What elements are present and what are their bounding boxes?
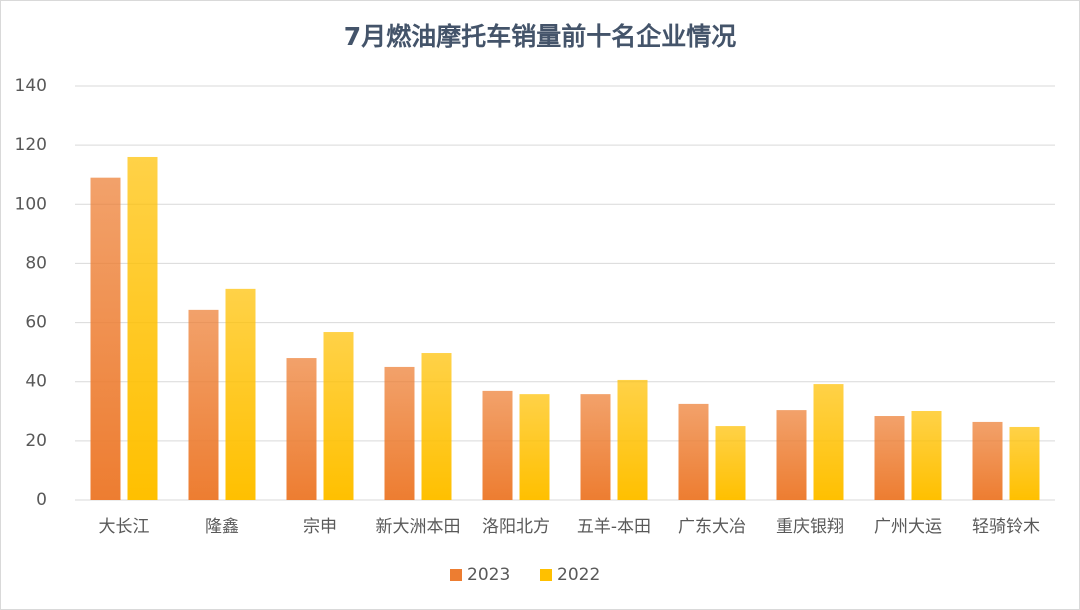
x-tick-label: 大长江: [99, 517, 150, 537]
x-tick-label: 重庆银翔: [776, 517, 844, 537]
chart-title: 7月燃油摩托车销量前十名企业情况: [344, 22, 736, 51]
bar: [1009, 426, 1040, 500]
y-tick-label: 80: [25, 253, 47, 273]
x-tick-label: 轻骑铃木: [972, 517, 1040, 537]
bar: [225, 288, 256, 500]
bar: [421, 353, 452, 500]
y-tick-label: 60: [25, 313, 47, 333]
bar: [127, 156, 158, 500]
y-tick-label: 0: [36, 490, 47, 510]
legend-label: 2022: [557, 565, 600, 585]
legend-swatch: [450, 569, 462, 581]
y-tick-label: 120: [15, 135, 47, 155]
bar: [519, 394, 550, 500]
bar: [482, 390, 513, 500]
y-tick-label: 140: [15, 76, 47, 96]
bar: [911, 410, 942, 500]
bar: [188, 309, 219, 500]
x-tick-label: 广东大冶: [678, 517, 746, 537]
legend-label: 2023: [467, 565, 510, 585]
x-tick-label: 新大洲本田: [376, 517, 461, 537]
bar: [813, 384, 844, 500]
x-tick-label: 宗申: [303, 517, 337, 537]
bar: [384, 366, 415, 500]
legend-swatch: [540, 569, 552, 581]
x-tick-label: 五羊-本田: [577, 517, 651, 537]
bar: [580, 394, 611, 500]
bar: [715, 426, 746, 500]
bar: [323, 332, 354, 500]
bar: [90, 177, 121, 500]
y-tick-label: 20: [25, 431, 47, 451]
bar: [776, 410, 807, 500]
bar: [874, 416, 905, 500]
y-tick-label: 40: [25, 372, 47, 392]
x-tick-label: 隆鑫: [205, 517, 239, 537]
bar: [286, 358, 317, 500]
bar: [678, 403, 709, 500]
bar: [972, 421, 1003, 500]
x-tick-label: 洛阳北方: [482, 517, 550, 537]
x-tick-label: 广州大运: [874, 517, 942, 537]
bar: [617, 379, 648, 500]
y-tick-label: 100: [15, 194, 47, 214]
